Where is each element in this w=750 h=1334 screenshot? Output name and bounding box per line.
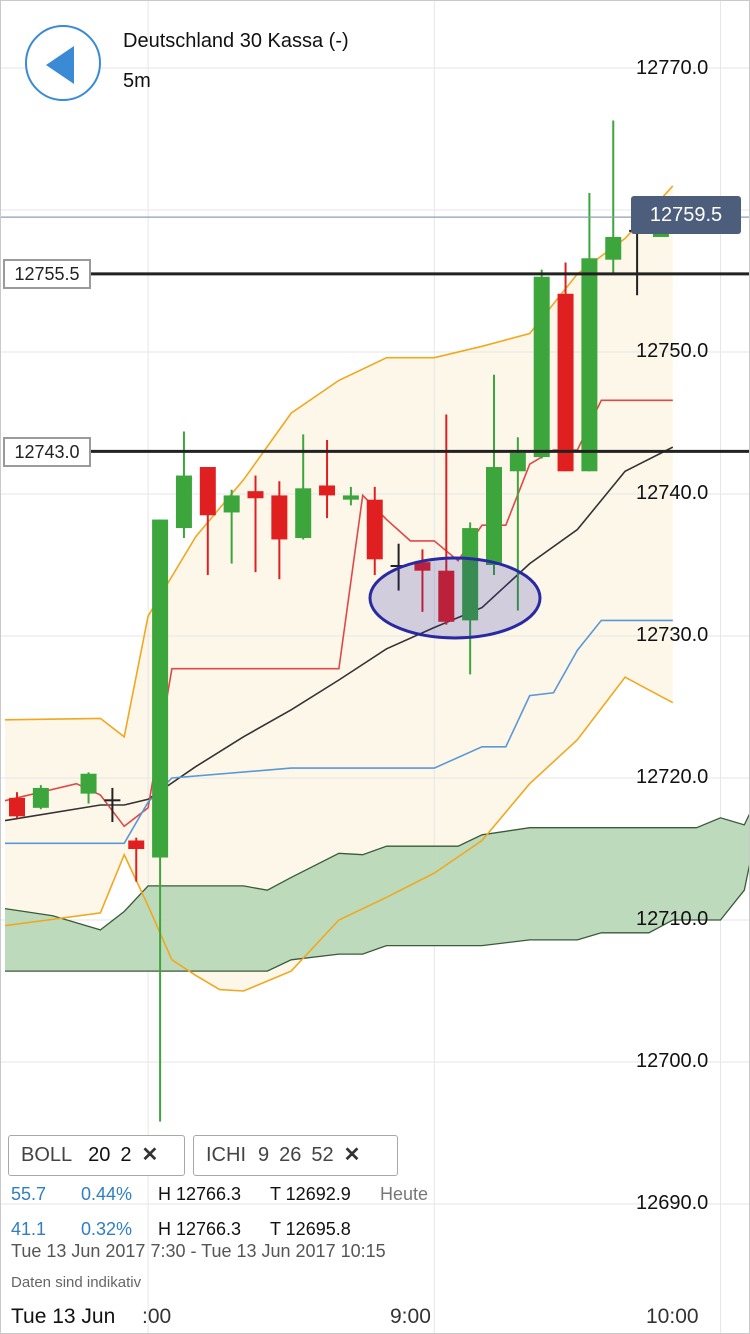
- candle-body: [80, 773, 97, 794]
- candle-body: [128, 840, 145, 849]
- candle-body: [247, 491, 264, 499]
- candle-body: [390, 565, 407, 567]
- candle-body: [486, 467, 502, 565]
- y-tick-label: 12720.0: [636, 766, 709, 788]
- candle-body: [104, 799, 121, 802]
- candle-body: [605, 236, 622, 260]
- cloud-span-b: [5, 859, 750, 972]
- ichimoku-cloud: [4, 811, 750, 972]
- cloud-area: [5, 813, 750, 972]
- y-tick-label: 12700.0: [636, 1050, 709, 1072]
- series-line-middle: [4, 446, 674, 822]
- stat-high: H 12766.3: [158, 1184, 242, 1204]
- current-price-badge: 12759.5: [631, 196, 741, 234]
- candlesticks: [9, 120, 669, 1122]
- instrument-title: Deutschland 30 Kassa (-): [123, 30, 349, 52]
- candle-body: [32, 787, 49, 808]
- horizontal-levels: [0, 216, 750, 453]
- candle-body: [223, 495, 240, 513]
- stat-change-value: 41.1: [11, 1219, 47, 1239]
- level-label-lower[interactable]: 12743.0: [3, 437, 91, 467]
- indicator-chip-boll[interactable]: BOLL 20 2 ✕: [8, 1135, 185, 1176]
- x-tick-label: 9:00: [390, 1305, 431, 1328]
- candle-body: [581, 258, 598, 472]
- stat-change-percent: 0.32%: [81, 1219, 133, 1239]
- y-tick-label: 12740.0: [636, 482, 709, 504]
- indicator-param: 2: [120, 1144, 132, 1166]
- x-tick-label: :00: [142, 1305, 172, 1328]
- candle-body: [509, 452, 526, 472]
- candle-body: [319, 485, 336, 496]
- candle-body: [175, 475, 192, 529]
- date-label: Tue 13 Jun: [11, 1305, 116, 1328]
- candle-body: [438, 570, 455, 622]
- candle-body: [152, 519, 169, 858]
- bollinger-band-fill: [5, 185, 673, 991]
- candle-body: [557, 293, 574, 472]
- y-tick-label: 12710.0: [636, 908, 709, 930]
- stat-change-value: 55.7: [11, 1184, 47, 1204]
- stat-low: T 12692.9: [270, 1184, 351, 1204]
- candle-body: [533, 276, 550, 458]
- candle-body: [462, 528, 479, 621]
- indicator-param: 52: [311, 1144, 334, 1166]
- candle-body: [9, 797, 25, 817]
- back-arrow-icon: [46, 46, 74, 84]
- y-tick-label: 12750.0: [636, 340, 709, 362]
- series-line-lower: [4, 676, 674, 992]
- candle-body: [199, 467, 216, 516]
- y-tick-label: 12770.0: [636, 57, 709, 79]
- back-button[interactable]: [25, 25, 101, 101]
- candle-body: [271, 495, 288, 540]
- cloud-span-a: [4, 811, 750, 931]
- indicator-param: 26: [279, 1144, 302, 1166]
- bollinger-band-area: [5, 185, 673, 991]
- candle-body: [295, 488, 312, 539]
- candle-body: [366, 499, 383, 560]
- indicator-param: 9: [258, 1144, 270, 1166]
- close-icon[interactable]: ✕: [343, 1144, 361, 1166]
- chart-interval[interactable]: 5m: [123, 70, 151, 92]
- indicator-name: BOLL: [21, 1144, 73, 1166]
- candle-body: [414, 562, 431, 571]
- series-line-upper: [4, 185, 674, 739]
- y-tick-label: 12730.0: [636, 624, 709, 646]
- stat-change-percent: 0.44%: [81, 1184, 133, 1204]
- stat-note: Heute: [380, 1184, 429, 1204]
- indicator-chip-ichi[interactable]: ICHI 9 26 52 ✕: [193, 1135, 398, 1176]
- candle-body: [342, 495, 359, 500]
- x-tick-label: 10:00: [646, 1305, 699, 1328]
- stat-high: H 12766.3: [158, 1219, 242, 1239]
- indicator-name: ICHI: [206, 1144, 246, 1166]
- disclaimer: Daten sind indikativ: [11, 1274, 142, 1291]
- highlight-ellipse: [368, 556, 542, 640]
- close-icon[interactable]: ✕: [141, 1144, 159, 1166]
- date-range: Tue 13 Jun 2017 7:30 - Tue 13 Jun 2017 1…: [11, 1241, 386, 1261]
- stat-low: T 12695.8: [270, 1219, 351, 1239]
- y-tick-label: 12690.0: [636, 1192, 709, 1214]
- indicator-param: 20: [88, 1144, 111, 1166]
- level-label-upper[interactable]: 12755.5: [3, 259, 91, 289]
